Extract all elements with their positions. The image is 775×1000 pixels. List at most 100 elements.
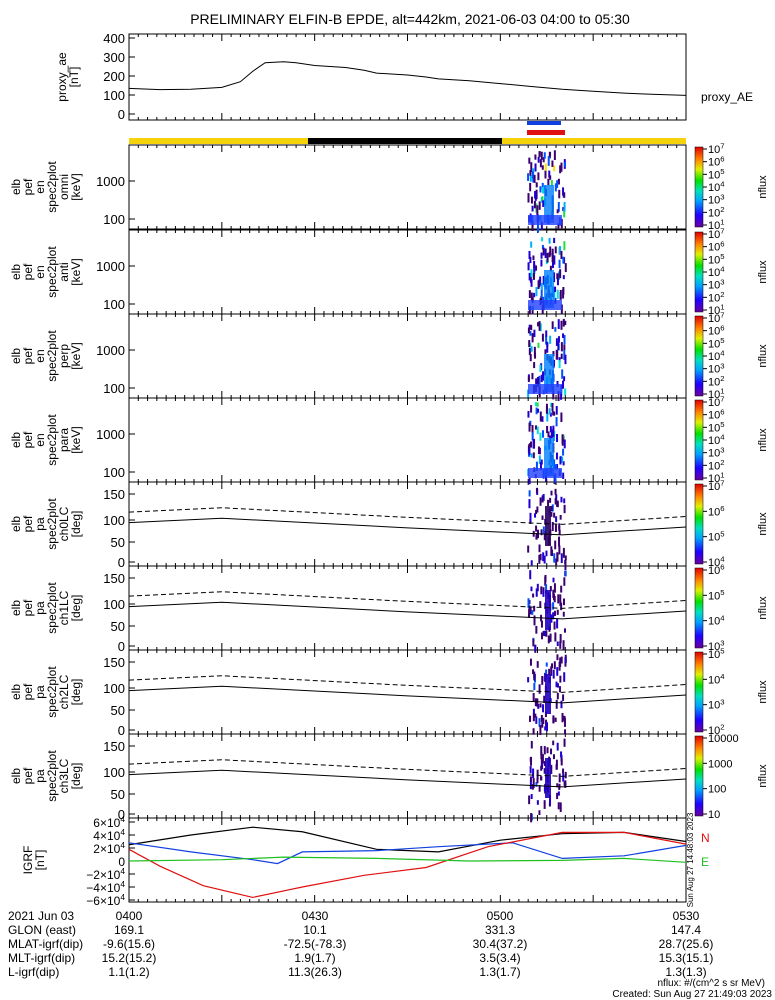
spectrogram-pixel	[544, 270, 554, 308]
colorbar-tick-label: 102	[708, 723, 725, 737]
spectrogram-pixel	[529, 256, 532, 264]
spectrogram-pixel	[533, 605, 536, 612]
spectrogram-pixel	[536, 661, 539, 668]
spectrogram-pixel	[539, 601, 542, 608]
y-tick-label: 0	[118, 723, 125, 738]
spectrogram-pixel	[539, 186, 542, 193]
spectrogram-pixel	[559, 675, 562, 683]
spectrogram-pixel	[527, 376, 530, 383]
spectrogram-pixel	[553, 255, 556, 265]
spectrogram-pixel	[538, 554, 541, 564]
spectrogram-pixel	[556, 273, 559, 280]
spectrogram-pixel	[527, 173, 530, 181]
spectrogram-pixel	[538, 321, 541, 331]
spectrogram-pixel	[528, 447, 531, 455]
spectrogram-pixel	[555, 464, 558, 469]
spectrogram-pixel	[536, 205, 539, 215]
spectrogram-pixel	[556, 667, 559, 676]
spectrogram-pixel	[545, 330, 548, 337]
spectrogram-pixel	[545, 669, 548, 679]
y-axis-label-line: [keV]	[69, 426, 83, 453]
igrf-total-line	[128, 826, 687, 853]
spectrogram-pixel	[528, 340, 531, 348]
spectrogram-pixel	[556, 553, 559, 562]
spectrogram-pixel	[542, 247, 545, 256]
spectrogram-pixel	[549, 412, 552, 417]
spectrogram-pixel	[540, 374, 543, 383]
spectrogram-pixel	[560, 758, 563, 766]
spectrogram-pixel	[534, 154, 537, 160]
spectrogram-pixel	[543, 152, 546, 159]
spectrogram-pixel	[545, 506, 551, 546]
y-axis-label-line: en	[33, 180, 47, 193]
spectrogram-pixel	[555, 516, 558, 523]
spectrogram-pixel	[560, 585, 563, 593]
y-axis-label-line: spec2plot	[45, 414, 59, 466]
spectrogram-pixel	[549, 246, 552, 256]
spectrogram-pixel	[558, 773, 561, 783]
spectrogram-pixel	[558, 785, 561, 790]
spectrogram-pixel	[549, 586, 552, 592]
spectrogram-pixel	[550, 666, 553, 676]
spectrogram-pixel	[556, 180, 559, 188]
colorbar-tick-label: 107	[708, 311, 725, 325]
y-tick-label: 1000	[96, 174, 125, 189]
spectrogram-pixel	[541, 754, 544, 764]
anti-loss-cone-curve	[128, 591, 687, 609]
spectrogram-pixel	[563, 201, 566, 212]
spectrogram-pixel	[560, 754, 563, 762]
spectrogram-pixel	[549, 497, 552, 503]
spectrogram-pixel	[544, 163, 547, 171]
spectrogram-pixel	[553, 290, 556, 300]
spectrogram-pixel	[542, 717, 545, 725]
spectrogram-pixel	[545, 336, 548, 345]
spectrogram-pixel	[563, 715, 566, 721]
spectrogram-pixel	[532, 768, 535, 779]
colorbar-tick-label: 105	[708, 647, 725, 661]
spectrogram-pixel	[531, 333, 534, 343]
y-axis-label-line: en	[33, 433, 47, 446]
spectrogram-pixel	[552, 602, 555, 610]
y-axis-label-line: elb	[9, 264, 23, 280]
spectrogram-pixel	[559, 634, 562, 644]
spectrogram-pixel	[549, 335, 552, 344]
spectrogram-pixel	[545, 630, 548, 637]
spectrogram-pixel	[528, 795, 531, 805]
y-tick-label: 6×104	[93, 814, 125, 830]
spectrogram-pixel	[532, 728, 535, 735]
spectrogram-pixel	[532, 177, 535, 183]
spectrogram-pixel	[544, 248, 547, 259]
spectrogram-pixel	[559, 165, 562, 174]
spectrogram-pixel	[535, 425, 538, 430]
y-tick-label: 400	[103, 31, 125, 46]
spectrogram-pixel	[533, 292, 536, 298]
spectrogram-pixel	[563, 192, 566, 198]
spectrogram-pixel	[538, 684, 541, 694]
spectrogram-pixel	[540, 459, 543, 465]
spectrogram-pixel	[564, 320, 567, 326]
panel-layer: 4003002001000proxy_ae[nT]proxy_AEelbpefe…	[9, 31, 769, 908]
spectrogram-pixel	[547, 156, 550, 166]
spectrogram-pixel	[535, 525, 538, 532]
y-axis-label-line: anti	[57, 262, 71, 281]
colorbar-tick-label: 103	[708, 192, 725, 206]
spectrogram-pixel	[534, 191, 537, 201]
colorbar-tick-label: 103	[708, 697, 725, 711]
spectrogram-pixel	[538, 718, 541, 727]
y-axis-label-line: spec2plot	[45, 750, 59, 802]
spectrogram-pixel	[530, 560, 533, 566]
spectrogram-pixel	[546, 747, 549, 754]
spectrogram-pixel	[556, 683, 559, 688]
spectrogram-pixel	[559, 514, 562, 520]
spectrogram-pixel	[554, 327, 557, 332]
colorbar	[694, 483, 704, 565]
spectrogram-pixel	[533, 615, 536, 626]
y-axis-label-line: spec2plot	[45, 161, 59, 213]
y-axis-label-line: spec2plot	[45, 498, 59, 550]
ephemeris-value: 15.3(15.1)	[659, 951, 714, 965]
y-axis-label-line: pa	[33, 685, 47, 699]
spectrogram-pixel	[532, 712, 535, 722]
spectrogram-pixel	[557, 802, 560, 810]
